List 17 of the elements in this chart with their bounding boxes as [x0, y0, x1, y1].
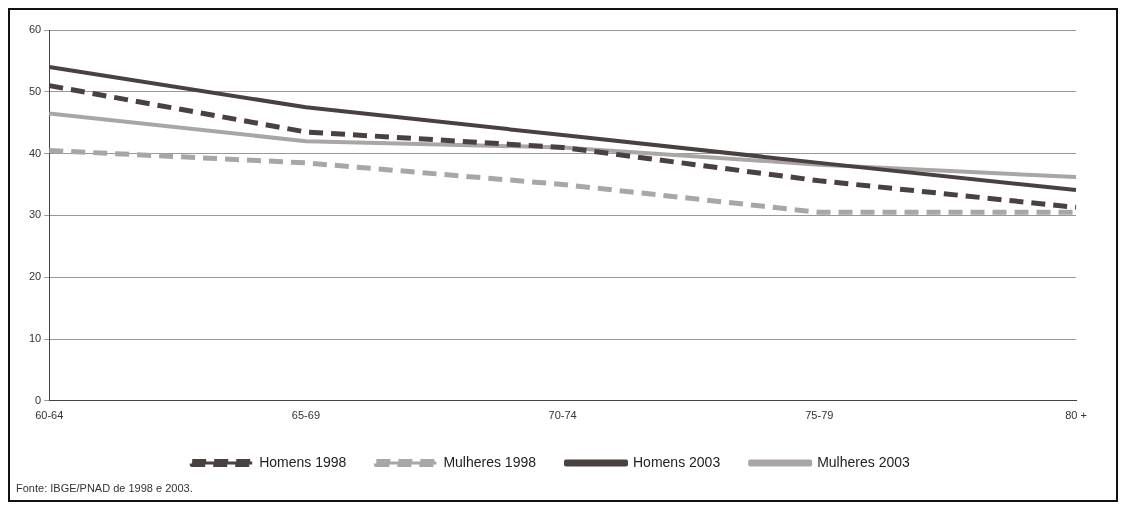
y-tick-label: 60: [28, 23, 42, 36]
y-tick-label: 50: [28, 84, 42, 97]
x-tick-label: 70-74: [548, 409, 577, 422]
y-tick-label: 0: [35, 393, 42, 406]
legend-label: Homens 2003: [633, 453, 721, 470]
x-tick-label: 80 +: [1065, 409, 1087, 422]
y-tick-label: 20: [28, 270, 42, 283]
y-tick-label: 10: [28, 332, 42, 345]
x-tick-label: 60-64: [35, 409, 64, 422]
y-tick-label: 30: [28, 208, 42, 221]
y-tick-label: 40: [28, 146, 42, 159]
legend-label: Mulheres 2003: [817, 453, 910, 470]
legend-label: Mulheres 1998: [443, 453, 537, 470]
x-tick-label: 75-79: [805, 409, 834, 422]
source-note: Fonte: IBGE/PNAD de 1998 e 2003.: [16, 482, 194, 494]
x-tick-label: 65-69: [291, 409, 320, 422]
legend-label: Homens 1998: [259, 453, 347, 470]
